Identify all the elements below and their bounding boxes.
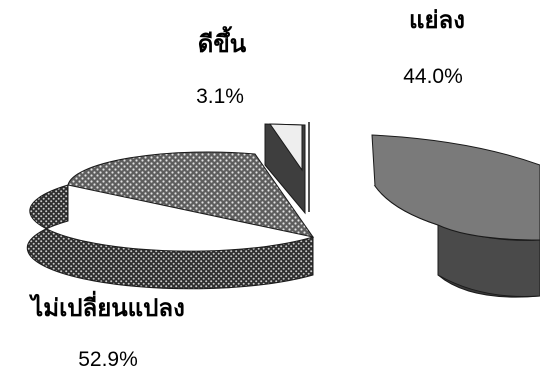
pie-slice-worse [372, 135, 540, 297]
label-unchanged: ไม่เปลี่ยนแปลง [28, 290, 185, 322]
label-improved: ดีขึ้น [198, 25, 247, 58]
value-worse: 44.0% [403, 65, 463, 88]
label-worse: แย่ลง [409, 6, 465, 34]
slice-worse-top [372, 135, 540, 240]
pie-slice-unchanged [27, 152, 313, 289]
value-improved: 3.1% [196, 85, 244, 108]
value-unchanged: 52.9% [78, 348, 138, 371]
